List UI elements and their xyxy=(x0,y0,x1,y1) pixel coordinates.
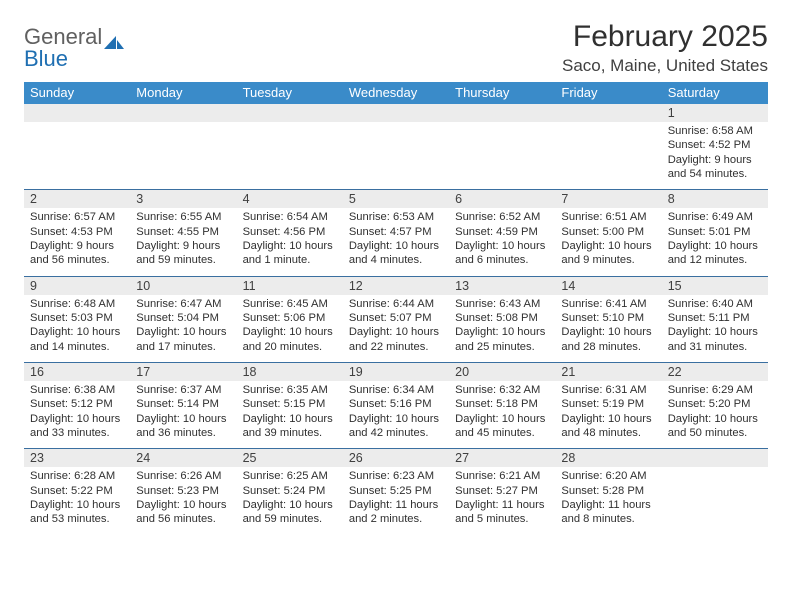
day-detail-cell xyxy=(237,122,343,190)
logo-text-blue: Blue xyxy=(24,46,68,71)
day-number-cell: 23 xyxy=(24,449,130,467)
day-number-cell xyxy=(449,104,555,122)
calendar-table: Sunday Monday Tuesday Wednesday Thursday… xyxy=(24,82,768,535)
day-detail-cell: Sunrise: 6:52 AMSunset: 4:59 PMDaylight:… xyxy=(449,208,555,276)
day-detail-cell: Sunrise: 6:31 AMSunset: 5:19 PMDaylight:… xyxy=(555,381,661,449)
dow-friday: Friday xyxy=(555,82,661,104)
day-detail-cell xyxy=(555,122,661,190)
day-number-cell: 16 xyxy=(24,363,130,381)
day-detail-cell: Sunrise: 6:35 AMSunset: 5:15 PMDaylight:… xyxy=(237,381,343,449)
day-detail-cell: Sunrise: 6:23 AMSunset: 5:25 PMDaylight:… xyxy=(343,467,449,534)
day-number-cell: 24 xyxy=(130,449,236,467)
day-number-cell: 27 xyxy=(449,449,555,467)
day-number-cell: 14 xyxy=(555,277,661,295)
day-detail-cell: Sunrise: 6:51 AMSunset: 5:00 PMDaylight:… xyxy=(555,208,661,276)
day-number-cell: 15 xyxy=(662,277,768,295)
day-detail-cell: Sunrise: 6:58 AMSunset: 4:52 PMDaylight:… xyxy=(662,122,768,190)
dow-sunday: Sunday xyxy=(24,82,130,104)
day-number-cell: 20 xyxy=(449,363,555,381)
logo-sail-icon xyxy=(104,36,124,50)
day-number-cell: 26 xyxy=(343,449,449,467)
day-number-cell: 17 xyxy=(130,363,236,381)
dow-tuesday: Tuesday xyxy=(237,82,343,104)
day-detail-cell: Sunrise: 6:20 AMSunset: 5:28 PMDaylight:… xyxy=(555,467,661,534)
day-number-row: 1 xyxy=(24,104,768,122)
dow-thursday: Thursday xyxy=(449,82,555,104)
day-number-cell xyxy=(555,104,661,122)
title-block: February 2025 Saco, Maine, United States xyxy=(562,20,768,76)
day-number-cell: 28 xyxy=(555,449,661,467)
day-number-cell: 6 xyxy=(449,190,555,208)
day-detail-cell xyxy=(130,122,236,190)
day-detail-cell: Sunrise: 6:41 AMSunset: 5:10 PMDaylight:… xyxy=(555,295,661,363)
day-detail-cell: Sunrise: 6:37 AMSunset: 5:14 PMDaylight:… xyxy=(130,381,236,449)
day-detail-cell xyxy=(24,122,130,190)
day-number-cell: 8 xyxy=(662,190,768,208)
day-number-cell: 5 xyxy=(343,190,449,208)
logo: GeneralBlue xyxy=(24,26,124,70)
calendar-body: 1Sunrise: 6:58 AMSunset: 4:52 PMDaylight… xyxy=(24,104,768,535)
day-detail-cell: Sunrise: 6:32 AMSunset: 5:18 PMDaylight:… xyxy=(449,381,555,449)
day-number-cell xyxy=(237,104,343,122)
day-number-cell: 1 xyxy=(662,104,768,122)
day-detail-cell: Sunrise: 6:28 AMSunset: 5:22 PMDaylight:… xyxy=(24,467,130,534)
day-number-row: 16171819202122 xyxy=(24,363,768,381)
day-number-cell: 13 xyxy=(449,277,555,295)
day-detail-cell: Sunrise: 6:34 AMSunset: 5:16 PMDaylight:… xyxy=(343,381,449,449)
day-detail-cell: Sunrise: 6:48 AMSunset: 5:03 PMDaylight:… xyxy=(24,295,130,363)
calendar-page: GeneralBlue February 2025 Saco, Maine, U… xyxy=(0,0,792,535)
day-detail-row: Sunrise: 6:57 AMSunset: 4:53 PMDaylight:… xyxy=(24,208,768,276)
day-number-cell: 21 xyxy=(555,363,661,381)
day-detail-row: Sunrise: 6:58 AMSunset: 4:52 PMDaylight:… xyxy=(24,122,768,190)
day-detail-cell xyxy=(662,467,768,534)
day-detail-cell: Sunrise: 6:40 AMSunset: 5:11 PMDaylight:… xyxy=(662,295,768,363)
day-detail-cell: Sunrise: 6:57 AMSunset: 4:53 PMDaylight:… xyxy=(24,208,130,276)
day-detail-row: Sunrise: 6:48 AMSunset: 5:03 PMDaylight:… xyxy=(24,295,768,363)
day-number-cell: 22 xyxy=(662,363,768,381)
day-number-cell xyxy=(662,449,768,467)
day-detail-cell: Sunrise: 6:45 AMSunset: 5:06 PMDaylight:… xyxy=(237,295,343,363)
day-number-row: 2345678 xyxy=(24,190,768,208)
day-number-cell xyxy=(130,104,236,122)
day-number-row: 232425262728 xyxy=(24,449,768,467)
day-number-cell: 18 xyxy=(237,363,343,381)
day-detail-cell: Sunrise: 6:47 AMSunset: 5:04 PMDaylight:… xyxy=(130,295,236,363)
day-of-week-header-row: Sunday Monday Tuesday Wednesday Thursday… xyxy=(24,82,768,104)
day-detail-cell: Sunrise: 6:29 AMSunset: 5:20 PMDaylight:… xyxy=(662,381,768,449)
day-detail-cell: Sunrise: 6:26 AMSunset: 5:23 PMDaylight:… xyxy=(130,467,236,534)
day-detail-row: Sunrise: 6:38 AMSunset: 5:12 PMDaylight:… xyxy=(24,381,768,449)
day-number-cell: 11 xyxy=(237,277,343,295)
day-detail-cell: Sunrise: 6:49 AMSunset: 5:01 PMDaylight:… xyxy=(662,208,768,276)
day-detail-cell: Sunrise: 6:25 AMSunset: 5:24 PMDaylight:… xyxy=(237,467,343,534)
day-detail-cell: Sunrise: 6:38 AMSunset: 5:12 PMDaylight:… xyxy=(24,381,130,449)
day-detail-cell: Sunrise: 6:55 AMSunset: 4:55 PMDaylight:… xyxy=(130,208,236,276)
day-number-cell: 3 xyxy=(130,190,236,208)
day-number-cell xyxy=(343,104,449,122)
header: GeneralBlue February 2025 Saco, Maine, U… xyxy=(24,20,768,76)
location: Saco, Maine, United States xyxy=(562,56,768,76)
day-number-cell: 10 xyxy=(130,277,236,295)
day-detail-row: Sunrise: 6:28 AMSunset: 5:22 PMDaylight:… xyxy=(24,467,768,534)
dow-monday: Monday xyxy=(130,82,236,104)
day-number-cell: 4 xyxy=(237,190,343,208)
day-number-row: 9101112131415 xyxy=(24,277,768,295)
day-detail-cell xyxy=(343,122,449,190)
day-detail-cell: Sunrise: 6:53 AMSunset: 4:57 PMDaylight:… xyxy=(343,208,449,276)
day-number-cell: 12 xyxy=(343,277,449,295)
logo-text-general: General xyxy=(24,26,102,48)
day-detail-cell: Sunrise: 6:43 AMSunset: 5:08 PMDaylight:… xyxy=(449,295,555,363)
dow-wednesday: Wednesday xyxy=(343,82,449,104)
day-detail-cell: Sunrise: 6:54 AMSunset: 4:56 PMDaylight:… xyxy=(237,208,343,276)
month-title: February 2025 xyxy=(562,20,768,54)
day-number-cell: 7 xyxy=(555,190,661,208)
day-number-cell: 2 xyxy=(24,190,130,208)
day-number-cell: 19 xyxy=(343,363,449,381)
day-detail-cell: Sunrise: 6:44 AMSunset: 5:07 PMDaylight:… xyxy=(343,295,449,363)
day-number-cell xyxy=(24,104,130,122)
day-detail-cell: Sunrise: 6:21 AMSunset: 5:27 PMDaylight:… xyxy=(449,467,555,534)
day-number-cell: 25 xyxy=(237,449,343,467)
dow-saturday: Saturday xyxy=(662,82,768,104)
day-detail-cell xyxy=(449,122,555,190)
day-number-cell: 9 xyxy=(24,277,130,295)
